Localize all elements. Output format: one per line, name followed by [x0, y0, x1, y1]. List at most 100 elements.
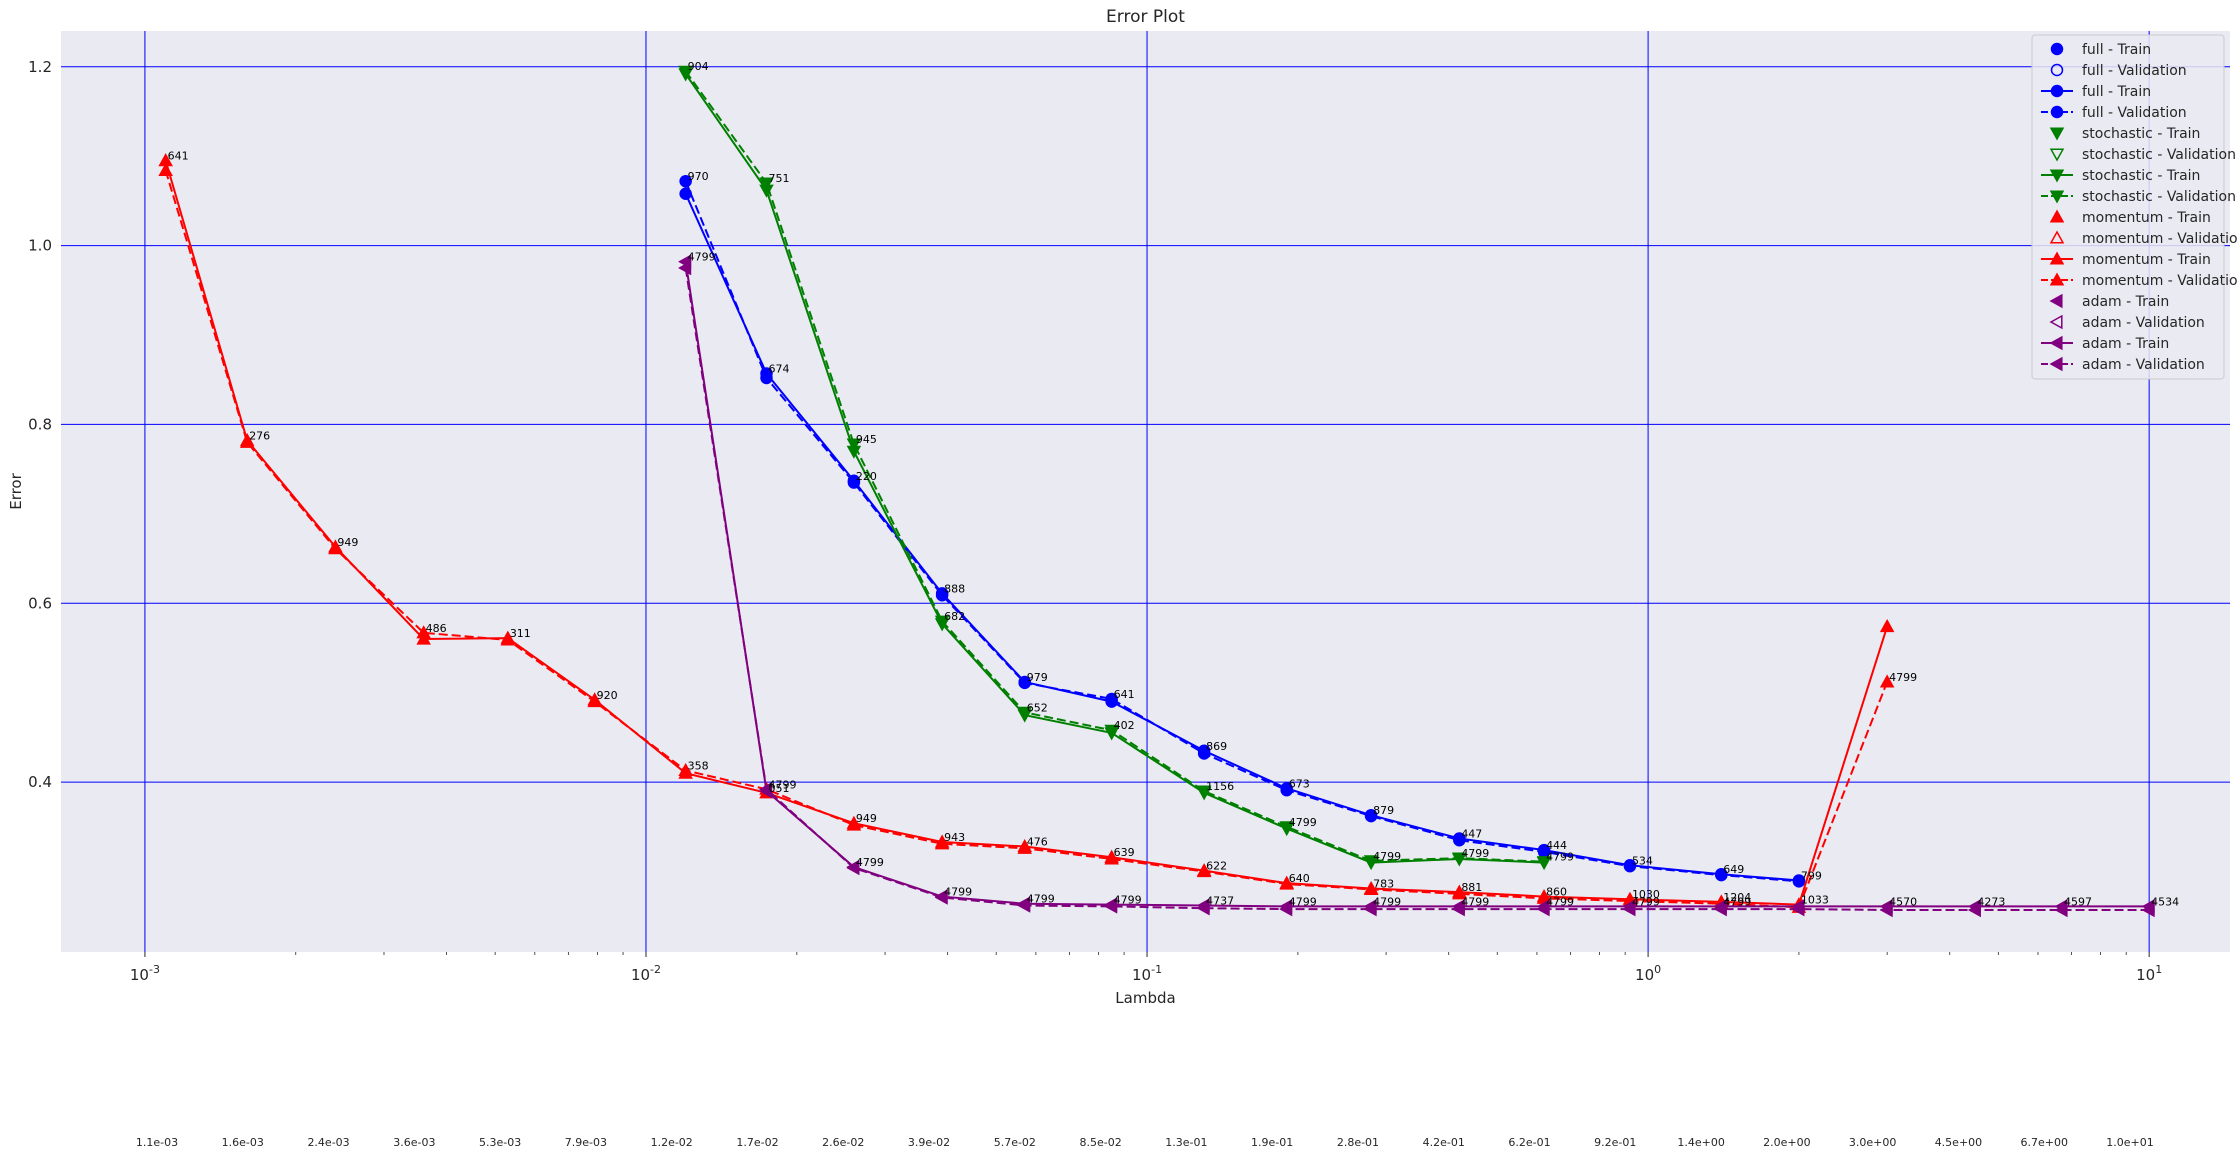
y-tick-label: 0.4 — [28, 773, 52, 791]
lambda-tick-label: 2.4e-03 — [307, 1136, 349, 1149]
point-annotation: 4597 — [2064, 895, 2092, 908]
data-point — [1018, 676, 1031, 690]
legend-marker-swatch — [2049, 335, 2063, 351]
data-point — [1017, 706, 1032, 720]
legend-label: momentum - Train — [2082, 210, 2211, 226]
lambda-tick-label: 1.1e-03 — [136, 1136, 178, 1149]
point-annotation: 4799 — [856, 856, 884, 869]
y-tick-label: 1.2 — [28, 58, 52, 76]
legend-marker-swatch — [2049, 209, 2065, 223]
data-point — [416, 625, 431, 639]
point-annotation: 4799 — [1289, 895, 1317, 908]
point-annotation: 4799 — [1889, 671, 1917, 684]
legend-marker-swatch — [2050, 42, 2064, 56]
point-annotation: 4273 — [1977, 895, 2005, 908]
data-point — [158, 162, 173, 177]
legend-marker-swatch — [2050, 63, 2064, 77]
series-adam-validation — [678, 260, 2155, 918]
lambda-tick-label: 9.2e-01 — [1594, 1136, 1636, 1149]
legend-entry: full - Train — [2050, 42, 2151, 58]
point-annotation: 799 — [1801, 869, 1822, 882]
point-annotation: 4799 — [1546, 895, 1574, 908]
lambda-tick-label: 4.5e+00 — [1935, 1136, 1982, 1149]
data-point — [678, 260, 692, 276]
legend-entry: adam - Validation — [2049, 314, 2205, 331]
legend-entry: momentum - Validation — [2041, 272, 2238, 289]
data-point — [1536, 856, 1552, 870]
data-point — [1017, 898, 1031, 913]
legend-label: full - Train — [2082, 84, 2151, 100]
point-annotation: 920 — [597, 689, 618, 702]
point-annotation: 949 — [856, 812, 877, 825]
legend-label: adam - Train — [2082, 294, 2169, 310]
point-annotation: 4799 — [1461, 895, 1489, 908]
lambda-tick-label: 5.3e-03 — [479, 1136, 521, 1149]
point-annotation: 949 — [337, 536, 358, 549]
point-annotation: 1204 — [1723, 891, 1751, 904]
legend-entry: stochastic - Validation — [2049, 147, 2236, 163]
chart-title: Error Plot — [1106, 7, 1185, 27]
lambda-tick-label: 1.7e-02 — [736, 1136, 778, 1149]
data-point — [1879, 618, 1895, 633]
point-annotation: 888 — [944, 582, 965, 595]
point-annotation: 4799 — [1632, 895, 1660, 908]
point-annotation: 1156 — [1206, 780, 1234, 793]
data-point — [239, 434, 255, 448]
legend: full - Train full - Validation full - Trai… — [2031, 34, 2238, 380]
point-annotations: 641 276 949 486 311 920 358 904 970 4799 751 674 479… — [168, 60, 2179, 908]
data-point — [934, 890, 948, 905]
point-annotation: 639 — [1114, 846, 1135, 859]
data-point — [1791, 901, 1805, 917]
legend-label: adam - Validation — [2082, 315, 2205, 331]
data-point — [934, 836, 950, 850]
x-axis-ticks: 10-3 10-2 10-1 100 101 — [130, 952, 2162, 984]
legend-marker-swatch — [2049, 169, 2065, 183]
data-point — [1197, 747, 1211, 760]
legend-marker-swatch — [2050, 105, 2064, 119]
series-layer — [158, 65, 2155, 918]
point-annotation: 220 — [856, 470, 877, 483]
point-annotation: 622 — [1206, 860, 1227, 873]
point-annotation: 402 — [1114, 719, 1135, 732]
x-tick-label: 10-3 — [130, 963, 160, 984]
y-tick-label: 1.0 — [28, 237, 52, 255]
lambda-tick-label: 1.2e-02 — [651, 1136, 693, 1149]
point-annotation: 860 — [1546, 886, 1567, 899]
legend-label: momentum - Validation — [2082, 273, 2238, 289]
legend-label: momentum - Validation — [2082, 231, 2238, 247]
data-point — [1451, 901, 1465, 917]
data-point — [678, 65, 693, 79]
lambda-tick-label: 1.3e-01 — [1165, 1136, 1207, 1149]
x-tick-label: 10-1 — [1132, 963, 1162, 984]
point-annotation: 4799 — [1723, 895, 1751, 908]
legend-entry: adam - Train — [2049, 293, 2169, 310]
data-point — [1280, 783, 1293, 797]
data-point — [1363, 855, 1379, 869]
data-point — [1967, 902, 1981, 918]
data-point — [1536, 901, 1550, 917]
data-point — [1715, 868, 1728, 882]
legend-label: stochastic - Train — [2082, 168, 2200, 184]
plot-area-background — [61, 31, 2230, 952]
point-annotation: 904 — [688, 60, 709, 73]
point-annotation: 649 — [1723, 863, 1744, 876]
data-point — [846, 438, 862, 452]
lambda-tick-row: 1.1e-03 1.6e-03 2.4e-03 3.6e-03 5.3e-03 7.9e-… — [136, 1136, 2154, 1149]
legend-box — [2031, 34, 2225, 380]
legend-marker-swatch — [2050, 84, 2064, 98]
point-annotation: 4799 — [688, 251, 716, 264]
lambda-tick-label: 5.7e-02 — [994, 1136, 1036, 1149]
data-point — [935, 588, 949, 602]
data-point — [1623, 859, 1637, 873]
y-axis-ticks: 0.4 0.6 0.8 1.0 1.2 — [28, 58, 52, 791]
data-point — [1364, 809, 1378, 823]
legend-marker-swatch — [2049, 230, 2065, 244]
point-annotation: 783 — [1373, 878, 1394, 891]
point-annotation: 641 — [1114, 688, 1135, 701]
point-annotation: 751 — [769, 172, 790, 185]
legend-label: momentum - Train — [2082, 252, 2211, 268]
point-annotation: 1030 — [1632, 888, 1660, 901]
legend-entry: stochastic - Train — [2041, 168, 2200, 184]
point-annotation: 652 — [1027, 701, 1048, 714]
x-tick-label: 101 — [2136, 963, 2162, 984]
